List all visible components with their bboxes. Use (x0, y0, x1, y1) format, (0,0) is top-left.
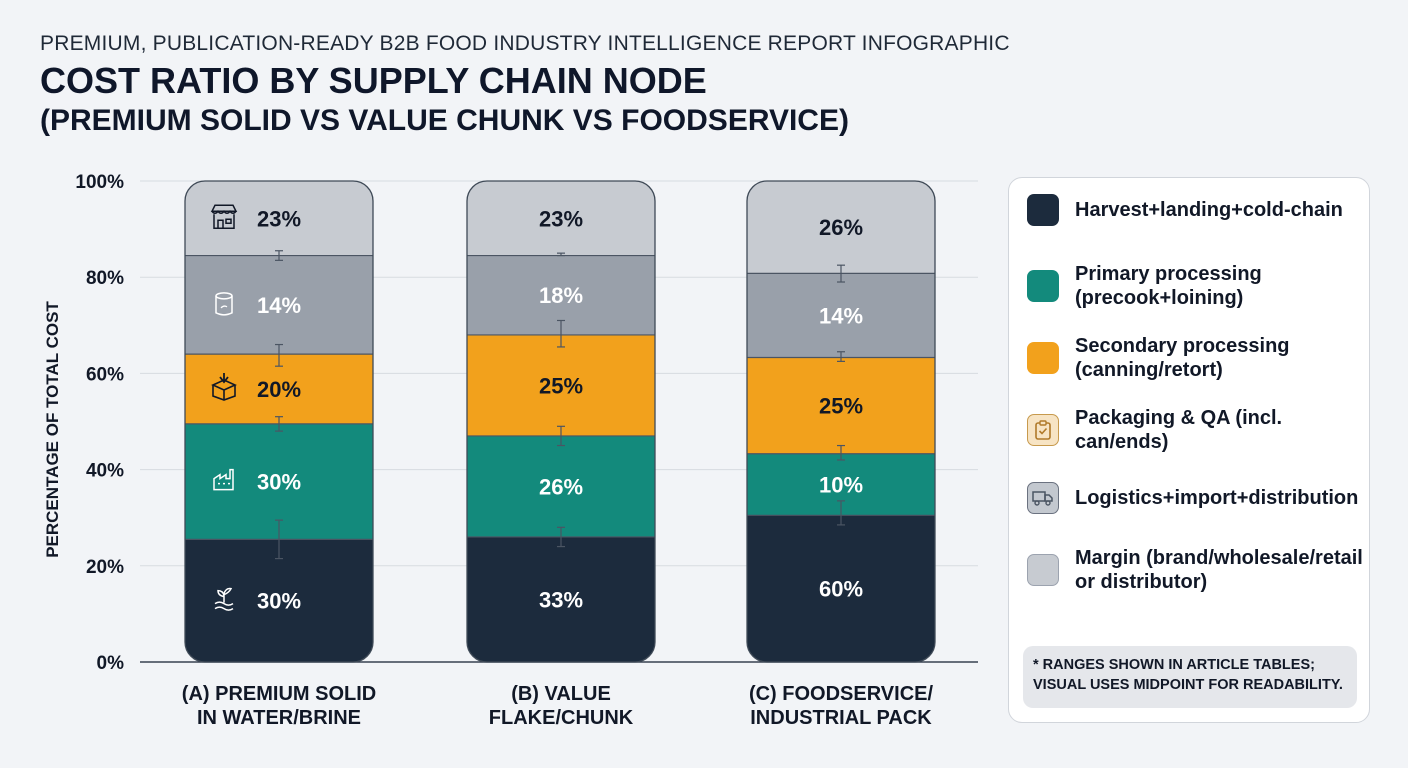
bar-segment (467, 334, 655, 436)
icon-stroke (214, 601, 234, 611)
y-axis-label: PERCENTAGE OF TOTAL COST (43, 301, 62, 558)
seedling-water-icon (214, 587, 234, 611)
bar-segment (747, 181, 935, 274)
bar-segment (185, 539, 373, 662)
data-label: 23% (539, 206, 583, 231)
data-label: 23% (257, 206, 301, 231)
legend-label-secondary-processing: Secondary processing (canning/retort) (1075, 335, 1290, 381)
legend-swatch-harvest (1027, 194, 1059, 226)
data-label: 20% (257, 377, 301, 402)
data-label: 14% (819, 303, 863, 328)
legend-swatch-packaging-qa (1027, 414, 1059, 446)
data-label: 25% (539, 373, 583, 398)
chart-subtitle: (PREMIUM SOLID VS VALUE CHUNK VS FOODSER… (40, 104, 849, 137)
report-kicker: PREMIUM, PUBLICATION-READY B2B FOOD INDU… (40, 32, 1010, 55)
y-tick-label: 20% (86, 557, 124, 578)
icon-stroke (220, 305, 228, 309)
icon-stroke (217, 587, 233, 603)
factory-icon (213, 468, 234, 491)
y-tick-label: 100% (75, 172, 124, 193)
bar-outline (184, 180, 374, 663)
legend-item-primary-processing: Primary processing (precook+loining) (1027, 262, 1365, 310)
legend-label-harvest: Harvest+landing+cold-chain (1075, 199, 1343, 221)
icon-stroke (211, 379, 237, 401)
icon-stroke (219, 373, 229, 384)
stacked-bar-chart: 0% 20% 40% 60% 80% 100% PERCENTAGE OF TOTAL CO… (43, 172, 978, 729)
data-label: 30% (257, 470, 301, 495)
y-tick-label: 0% (97, 653, 125, 674)
icon-stroke (210, 204, 238, 215)
legend-item-packaging-qa: Packaging & QA (incl. can/ends) (1027, 406, 1365, 454)
truck-icon (1032, 491, 1053, 506)
data-label: 10% (819, 473, 863, 498)
y-tick-label: 80% (86, 268, 124, 289)
methodology-note: * RANGES SHOWN IN ARTICLE TABLES; VISUAL… (1023, 646, 1357, 708)
x-category-label: (A) PREMIUM SOLID (182, 683, 376, 705)
legend-label-logistics: Logistics+import+distribution (1075, 487, 1359, 509)
data-label: 18% (539, 283, 583, 308)
bar-segment (747, 357, 935, 454)
legend-item-harvest: Harvest+landing+cold-chain (1027, 194, 1365, 226)
legend-panel: Harvest+landing+cold-chain Primary proce… (1008, 177, 1370, 723)
data-label: 25% (819, 394, 863, 419)
x-category-label: IN WATER/BRINE (197, 707, 361, 729)
icon-stroke (213, 214, 235, 230)
checklist-icon (1035, 420, 1051, 440)
legend-swatch-logistics (1027, 482, 1059, 514)
legend-item-margin: Margin (brand/wholesale/retail or distri… (1027, 546, 1365, 594)
legend-swatch-primary-processing (1027, 270, 1059, 302)
bar-segment (467, 536, 655, 662)
bar-outline (466, 180, 656, 663)
bar-segment (467, 435, 655, 537)
bar-segment (747, 273, 935, 358)
data-label: 33% (539, 587, 583, 612)
legend-item-logistics: Logistics+import+distribution (1027, 482, 1365, 514)
y-tick-label: 40% (86, 461, 124, 482)
legend-label-margin: Margin (brand/wholesale/retail or distri… (1075, 547, 1363, 593)
legend-swatch-margin (1027, 554, 1059, 586)
data-label: 26% (819, 215, 863, 240)
legend-label-primary-processing: Primary processing (precook+loining) (1075, 263, 1262, 309)
x-category-label: (C) FOODSERVICE/ (749, 683, 934, 705)
storefront-icon (210, 204, 238, 230)
bar-segment (185, 181, 373, 256)
legend-label-packaging-qa: Packaging & QA (incl. can/ends) (1075, 407, 1283, 453)
data-label: 14% (257, 293, 301, 318)
x-category-label: INDUSTRIAL PACK (750, 707, 932, 729)
icon-stroke (215, 295, 233, 316)
bar-segment (467, 181, 655, 256)
data-label: 30% (257, 589, 301, 614)
can-icon (215, 292, 233, 316)
bar-segment (747, 515, 935, 662)
legend-swatch-secondary-processing (1027, 342, 1059, 374)
bar-outline (746, 180, 936, 663)
x-category-label: FLAKE/CHUNK (489, 707, 634, 729)
y-tick-label: 60% (86, 364, 124, 385)
chart-title: COST RATIO BY SUPPLY CHAIN NODE (40, 60, 707, 101)
icon-stroke (213, 468, 234, 491)
legend-item-secondary-processing: Secondary processing (canning/retort) (1027, 334, 1365, 382)
data-label: 26% (539, 474, 583, 499)
box-arrow-icon (211, 373, 237, 401)
x-category-label: (B) VALUE (511, 683, 611, 705)
data-label: 60% (819, 577, 863, 602)
